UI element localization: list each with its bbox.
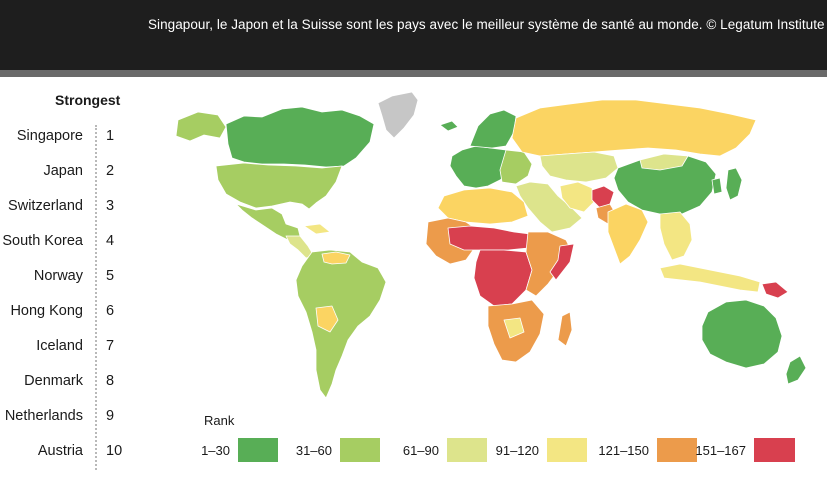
legend-swatch: [754, 438, 795, 462]
ranking-number: 8: [106, 373, 115, 389]
ranking-row: South Korea 4: [0, 227, 140, 257]
legend-label: 151–167: [695, 443, 746, 458]
ranking-title: Strongest: [55, 92, 121, 108]
caption-divider-stripe: [0, 70, 827, 77]
region-greenland: [377, 91, 419, 139]
region-png: [761, 281, 789, 299]
ranking-country: South Korea: [2, 233, 83, 249]
ranking-country: Netherlands: [4, 408, 83, 424]
region-central-africa: [473, 249, 533, 307]
region-iran: [559, 181, 595, 213]
region-mongolia: [639, 153, 689, 171]
legend-item: 31–60: [280, 438, 380, 462]
region-middle-east: [515, 181, 583, 233]
ranking-number: 10: [106, 443, 123, 459]
region-indonesia: [659, 263, 761, 293]
region-iceland: [439, 120, 459, 132]
legend-swatch: [447, 438, 487, 462]
ranking-number: 5: [106, 268, 115, 284]
ranking-row: Norway 5: [0, 262, 140, 292]
ranking-country: Norway: [33, 268, 83, 284]
ranking-country: Denmark: [24, 373, 83, 389]
ranking-row: Singapore 1: [0, 122, 140, 152]
region-russia: [511, 99, 757, 157]
region-central-asia: [539, 151, 619, 183]
ranking-country: Hong Kong: [10, 303, 83, 319]
region-eastern-europe: [499, 149, 533, 185]
region-new-zealand: [785, 355, 807, 385]
legend-item: 1–30: [178, 438, 278, 462]
ranking-country: Austria: [37, 443, 83, 459]
ranking-number: 3: [106, 198, 115, 214]
legend-label: 91–120: [495, 443, 539, 458]
caption-bar: Singapour, le Japon et la Suisse sont le…: [0, 0, 827, 70]
region-scandinavia: [469, 109, 517, 149]
legend-swatch: [547, 438, 587, 462]
legend-title: Rank: [204, 413, 235, 428]
region-botswana: [503, 317, 525, 339]
ranking-row: Hong Kong 6: [0, 297, 140, 327]
ranking-country: Switzerland: [8, 198, 83, 214]
region-usa: [215, 162, 343, 210]
legend-item: 61–90: [380, 438, 487, 462]
region-bolivia: [315, 305, 339, 333]
ranking-number: 4: [106, 233, 115, 249]
region-south-america: [295, 249, 387, 399]
region-mexico: [235, 203, 301, 241]
legend-swatch: [657, 438, 697, 462]
ranking-number: 9: [106, 408, 115, 424]
region-somalia: [549, 243, 575, 281]
ranking-divider: [95, 125, 97, 470]
legend-label: 1–30: [201, 443, 230, 458]
ranking-number: 1: [106, 128, 115, 144]
legend-label: 31–60: [295, 443, 332, 458]
region-sahel: [447, 225, 531, 251]
legend-item: 91–120: [487, 438, 587, 462]
legend-label: 121–150: [598, 443, 649, 458]
region-india: [607, 203, 649, 265]
ranking-number: 2: [106, 163, 115, 179]
region-australia: [701, 299, 783, 369]
legend-swatch: [238, 438, 278, 462]
legend-item: [650, 438, 697, 462]
ranking-row: Netherlands 9: [0, 402, 140, 432]
ranking-number: 7: [106, 338, 115, 354]
legend-swatch: [340, 438, 380, 462]
legend-label: 61–90: [402, 443, 439, 458]
region-alaska: [175, 111, 227, 142]
region-canada: [225, 106, 375, 168]
region-japan: [725, 167, 743, 201]
region-korea: [711, 177, 723, 195]
region-caribbean: [303, 223, 331, 235]
ranking-row: Switzerland 3: [0, 192, 140, 222]
region-southeast-asia: [659, 211, 693, 261]
region-madagascar: [557, 311, 573, 347]
ranking-country: Iceland: [36, 338, 83, 354]
legend-item: 151–167: [695, 438, 795, 462]
ranking-row: Denmark 8: [0, 367, 140, 397]
world-map: [175, 91, 807, 399]
ranking-row: Austria 10: [0, 437, 140, 467]
ranking-country: Singapore: [16, 128, 83, 144]
ranking-row: Japan 2: [0, 157, 140, 187]
ranking-row: Iceland 7: [0, 332, 140, 362]
ranking-country: Japan: [43, 163, 83, 179]
ranking-number: 6: [106, 303, 115, 319]
region-venezuela: [321, 251, 351, 265]
caption-text: Singapour, le Japon et la Suisse sont le…: [148, 17, 825, 32]
region-north-africa: [437, 187, 529, 225]
